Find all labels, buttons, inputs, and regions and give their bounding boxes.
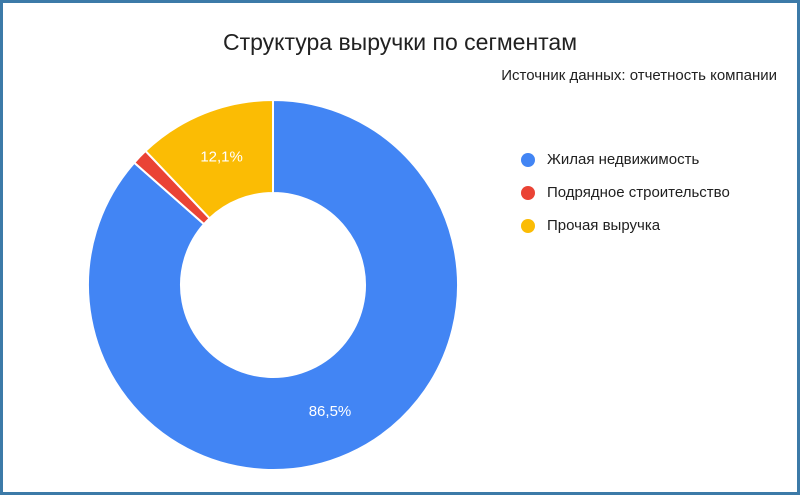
legend-item-other[interactable]: Прочая выручка — [521, 209, 730, 242]
legend-item-construction[interactable]: Подрядное строительство — [521, 176, 730, 209]
legend-swatch-construction — [521, 185, 535, 200]
legend-label-construction: Подрядное строительство — [547, 184, 730, 201]
slice-residential[interactable] — [87, 98, 459, 471]
chart-subtitle: Источник данных: отчетность компании — [501, 67, 777, 84]
slice-residential-label: 86,5% — [309, 403, 352, 420]
legend: Жилая недвижимость Подрядное строительст… — [521, 143, 730, 242]
slice-other[interactable] — [144, 98, 274, 220]
chart-title: Структура выручки по сегментам — [222, 29, 578, 55]
legend-label-other: Прочая выручка — [547, 217, 661, 234]
slice-other-label: 12,1% — [200, 148, 243, 165]
donut-chart: 86,5% 12,1% — [87, 98, 459, 471]
legend-swatch-other — [521, 218, 535, 233]
legend-item-residential[interactable]: Жилая недвижимость — [521, 143, 730, 176]
legend-label-residential: Жилая недвижимость — [547, 151, 700, 168]
legend-swatch-residential — [521, 152, 535, 167]
